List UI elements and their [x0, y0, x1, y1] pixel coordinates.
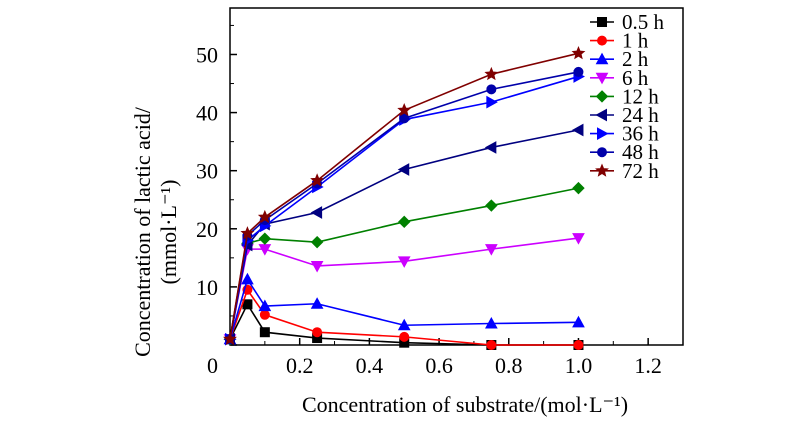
- legend-entry: 0.5 h: [590, 10, 665, 34]
- data-point: [571, 46, 586, 60]
- data-point: [484, 66, 499, 81]
- legend-marker: [597, 17, 607, 27]
- x-tick-label: 1.2: [634, 353, 662, 378]
- series-24-h: [223, 123, 584, 346]
- data-point: [310, 260, 324, 273]
- data-point: [310, 297, 324, 309]
- legend: 0.5 h1 h2 h6 h12 h24 h36 h48 h72 h: [590, 10, 665, 183]
- legend-label: 48 h: [622, 140, 659, 164]
- series-layer: [223, 46, 586, 350]
- data-point: [259, 309, 270, 320]
- data-point: [572, 181, 585, 195]
- y-tick-label: 30: [196, 159, 218, 184]
- data-point: [398, 215, 411, 229]
- legend-label: 24 h: [622, 103, 659, 127]
- data-point: [257, 209, 272, 224]
- series-line: [229, 129, 579, 340]
- legend-marker: [595, 108, 607, 122]
- data-point: [572, 315, 585, 328]
- data-point: [485, 316, 498, 329]
- x-tick-label: 0.4: [356, 353, 384, 378]
- data-point: [240, 226, 255, 240]
- plot-border: [229, 7, 684, 346]
- legend-marker: [597, 127, 609, 140]
- legend-label: 12 h: [622, 84, 659, 108]
- legend-marker: [597, 147, 607, 158]
- x-axis-ticks: 0.2 0.4 0.6 0.8 1.0 1.2: [264, 338, 684, 378]
- legend-entry: 12 h: [590, 84, 659, 108]
- x-tick-label: 0.8: [495, 353, 523, 378]
- series-72-h: [223, 46, 586, 346]
- plot-frame: [229, 7, 684, 346]
- data-point: [486, 84, 497, 95]
- data-point: [241, 272, 254, 285]
- legend-entry: 36 h: [590, 122, 659, 146]
- data-point: [258, 232, 272, 245]
- data-point: [573, 66, 584, 77]
- data-point: [312, 327, 323, 338]
- legend-marker: [595, 163, 609, 177]
- data-point: [486, 340, 497, 350]
- x-tick-label: 0.6: [425, 353, 453, 378]
- data-point: [399, 331, 410, 342]
- legend-label: 0.5 h: [622, 10, 665, 34]
- legend-label: 36 h: [622, 122, 659, 146]
- legend-entry: 48 h: [590, 140, 659, 164]
- y-tick-label: 50: [196, 42, 218, 67]
- legend-marker: [597, 35, 607, 46]
- data-point: [399, 113, 410, 124]
- legend-label: 6 h: [622, 66, 649, 90]
- data-point: [486, 95, 498, 109]
- legend-label: 72 h: [622, 159, 659, 183]
- data-point: [397, 163, 410, 176]
- x-axis-title: Concentration of substrate/(mol·L⁻¹): [302, 392, 628, 417]
- data-point: [310, 173, 325, 187]
- data-point: [310, 206, 323, 219]
- y-tick-label: 10: [196, 275, 218, 300]
- legend-entry: 24 h: [590, 103, 659, 127]
- data-point: [571, 123, 584, 137]
- y-axis-ticks: 0 10 20 30 40 50: [196, 24, 237, 378]
- y-axis-title-line2: (mmol·L⁻¹): [156, 180, 181, 285]
- data-point: [223, 331, 237, 346]
- series-line: [229, 52, 579, 340]
- x-tick-label: 1.0: [565, 353, 593, 378]
- legend-marker: [595, 52, 609, 65]
- data-point: [484, 141, 497, 154]
- data-point: [397, 102, 412, 117]
- y-tick-label: 40: [196, 101, 218, 126]
- legend-marker: [595, 72, 609, 85]
- data-point: [258, 299, 272, 312]
- legend-label: 2 h: [622, 47, 649, 71]
- data-point: [397, 256, 411, 268]
- legend-entry: 6 h: [590, 66, 649, 90]
- legend-label: 1 h: [622, 29, 649, 53]
- data-point: [573, 340, 584, 350]
- legend-entry: 2 h: [590, 47, 649, 71]
- legend-entry: 1 h: [590, 29, 649, 53]
- data-point: [572, 233, 585, 245]
- data-point: [485, 244, 498, 256]
- legend-marker: [595, 90, 609, 103]
- x-tick-label: 0.2: [286, 353, 314, 378]
- legend-entry: 72 h: [590, 159, 659, 183]
- series-1-h: [225, 284, 584, 350]
- data-point: [310, 235, 324, 249]
- data-point: [397, 318, 411, 331]
- data-point: [259, 327, 270, 338]
- y-axis-title-line1: Concentration of lactic acid/: [130, 106, 155, 357]
- y-tick-label: 0: [207, 353, 218, 378]
- data-point: [485, 199, 498, 212]
- y-tick-label: 20: [196, 217, 218, 242]
- data-point: [242, 299, 253, 310]
